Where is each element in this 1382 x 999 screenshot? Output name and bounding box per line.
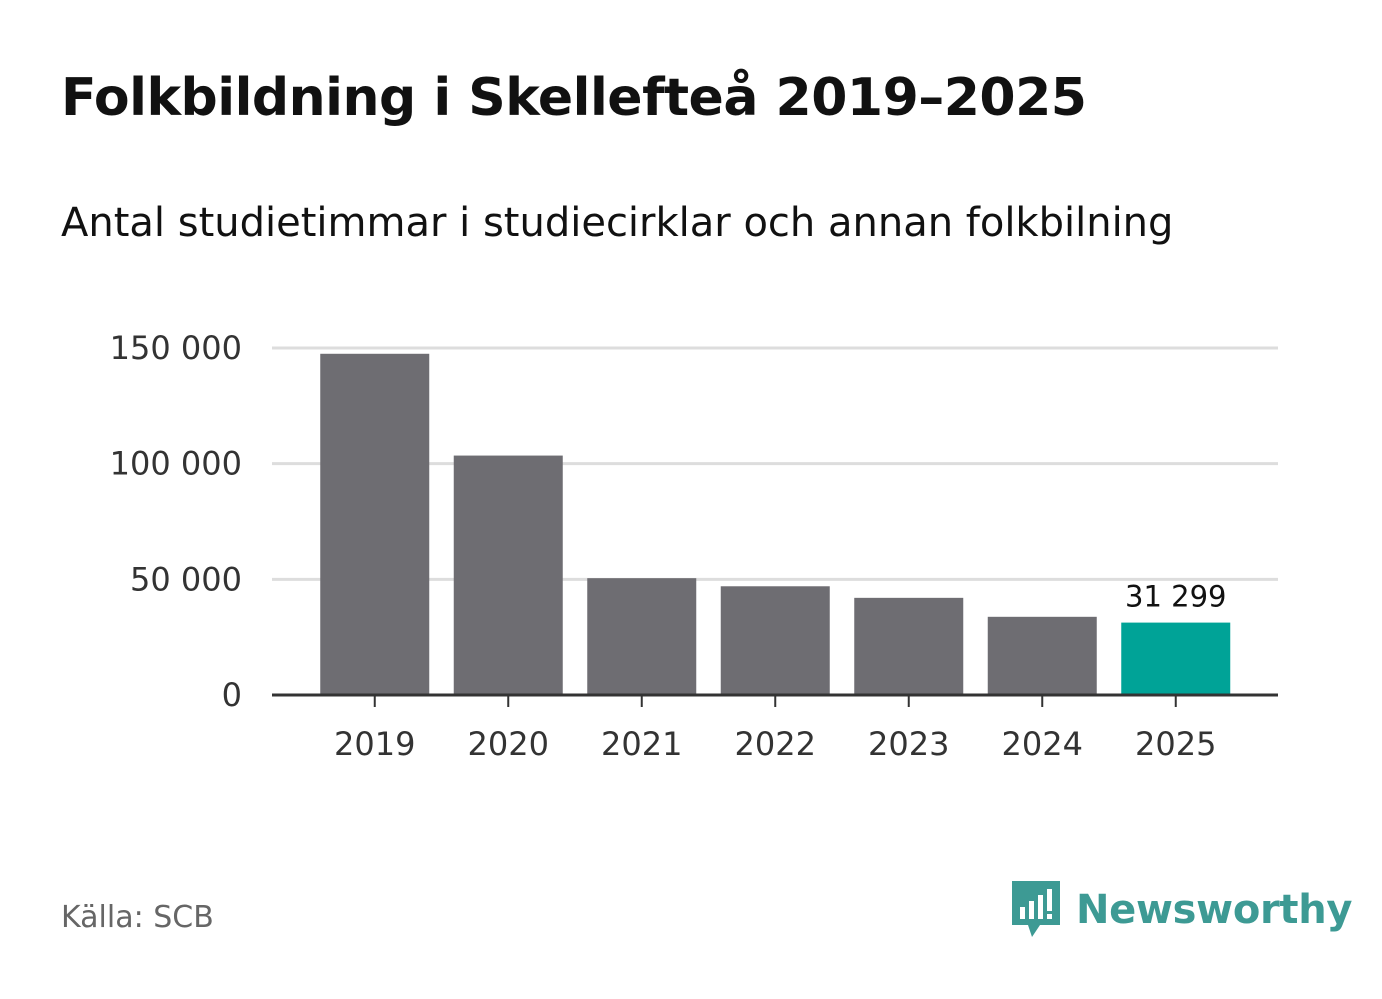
newsworthy-brand: Newsworthy (1010, 878, 1353, 942)
x-tick-label: 2022 (735, 725, 816, 763)
axes (272, 693, 1278, 707)
x-tick-label: 2025 (1135, 725, 1216, 763)
bar-2019 (320, 353, 430, 695)
bar-2022 (720, 586, 830, 695)
bar-2024 (987, 616, 1097, 695)
chart-title: Folkbildning i Skellefteå 2019–2025 (61, 68, 1087, 128)
x-tick-label: 2019 (334, 725, 415, 763)
bar-2021 (587, 578, 697, 695)
x-tick-label: 2020 (468, 725, 549, 763)
x-tick-label: 2024 (1002, 725, 1083, 763)
labels: 0 50 000 100 000 150 000 2019 2020 2021 2022 202… (110, 329, 1227, 763)
y-tick-label: 100 000 (110, 445, 242, 483)
brand-name: Newsworthy (1076, 887, 1353, 933)
x-tick-label: 2023 (868, 725, 949, 763)
bar-2025 (1121, 622, 1231, 695)
y-tick-label: 0 (222, 676, 242, 714)
bars (320, 353, 1231, 695)
y-tick-label: 150 000 (110, 329, 242, 367)
data-label: 31 299 (1125, 580, 1226, 614)
newsworthy-logo-icon (1012, 881, 1060, 937)
bar-2023 (854, 597, 964, 695)
source-note: Källa: SCB (61, 900, 214, 935)
chart-subtitle: Antal studietimmar i studiecirklar och a… (61, 200, 1174, 246)
gridlines (272, 346, 1278, 581)
bar-2020 (453, 455, 563, 695)
y-tick-label: 50 000 (130, 560, 242, 598)
x-tick-label: 2021 (601, 725, 682, 763)
